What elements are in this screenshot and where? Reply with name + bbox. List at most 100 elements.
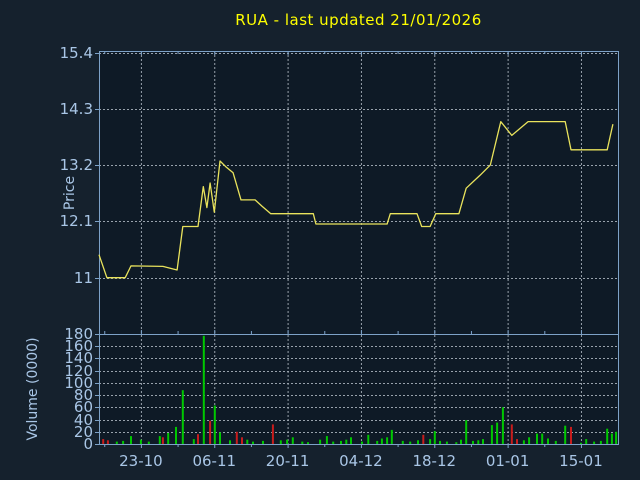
volume-bar	[301, 441, 304, 444]
volume-bar	[477, 440, 480, 444]
volume-bar	[106, 440, 109, 444]
volume-bar	[390, 429, 393, 444]
volume-bar	[147, 441, 150, 444]
volume-bar	[570, 426, 572, 444]
volume-bar	[376, 440, 379, 444]
price-tick-label: 11	[73, 268, 93, 287]
price-tick-label: 13.2	[59, 156, 93, 175]
volume-bar	[528, 437, 531, 444]
volume-bar	[386, 437, 389, 444]
volume-bar	[401, 440, 404, 444]
volume-tick-label: 60	[73, 398, 93, 417]
volume-bar	[229, 440, 231, 444]
volume-bar	[367, 434, 370, 444]
volume-bar	[547, 438, 549, 444]
x-tick-label: 06-11	[192, 452, 237, 470]
volume-bar	[167, 433, 170, 444]
volume-bar	[501, 407, 504, 444]
volume-tick-label: 20	[73, 422, 93, 441]
x-tick-label: 20-11	[265, 452, 310, 470]
price-tick-label: 14.3	[59, 99, 93, 118]
volume-bar	[241, 437, 243, 444]
volume-bar	[350, 437, 352, 444]
volume-bar	[409, 441, 412, 444]
volume-bar	[307, 442, 309, 444]
x-tick-label: 04-12	[339, 452, 383, 470]
chart-title: RUA - last updated 21/01/2026	[235, 11, 482, 29]
volume-bar	[516, 439, 518, 444]
volume-bar	[599, 440, 602, 444]
volume-bar	[291, 437, 294, 444]
x-tick-label: 18-12	[412, 452, 457, 470]
volume-bar	[580, 442, 582, 444]
volume-bar	[271, 424, 274, 444]
volume-bar	[606, 428, 609, 444]
volume-bar	[158, 436, 161, 444]
volume-bar	[197, 434, 199, 444]
volume-bar	[455, 442, 458, 444]
volume-bar	[262, 440, 264, 444]
volume-bar	[319, 439, 322, 444]
volume-bar	[490, 425, 493, 444]
volume-bar	[219, 432, 221, 444]
volume-bar	[202, 335, 205, 444]
volume-bar	[422, 434, 425, 444]
x-tick-label: 01-01	[485, 452, 530, 470]
volume-bar	[102, 439, 105, 444]
volume-tick-label: 80	[73, 386, 93, 405]
plot-background	[99, 51, 618, 444]
volume-bar	[465, 420, 468, 444]
volume-tick-label: 40	[73, 410, 93, 429]
volume-bar	[332, 441, 335, 444]
volume-bar	[361, 441, 363, 444]
volume-bar	[460, 439, 462, 444]
volume-bar	[325, 436, 328, 444]
volume-bar	[286, 439, 289, 444]
price-line	[98, 120, 614, 279]
volume-bar	[192, 439, 195, 444]
volume-bar	[439, 440, 441, 444]
volume-bar	[615, 431, 618, 444]
volume-bar	[213, 405, 216, 444]
volume-bar	[593, 441, 596, 444]
volume-tick-label: 140	[64, 349, 93, 368]
volume-bar	[541, 433, 544, 444]
volume-bar	[175, 426, 177, 444]
volume-bar	[235, 431, 238, 444]
volume-bar	[345, 439, 348, 444]
volume-bar	[610, 433, 613, 444]
volume-bar	[181, 390, 184, 444]
volume-bar	[246, 439, 249, 444]
volume-tick-label: 100	[64, 373, 93, 392]
volume-bar	[417, 440, 419, 444]
price-tick-label: 15.4	[59, 43, 93, 62]
volume-bar	[472, 440, 474, 444]
price-tick-label: 12.1	[59, 212, 93, 231]
volume-pane-border	[99, 334, 619, 445]
volume-bar	[585, 439, 588, 444]
volume-bar	[209, 420, 212, 444]
volume-bar	[496, 422, 499, 444]
volume-tick-label: 180	[64, 325, 93, 343]
volume-bar	[340, 440, 342, 444]
x-tick-label: 15-01	[559, 452, 603, 470]
volume-bar	[161, 437, 164, 444]
volume-bar	[433, 431, 436, 444]
volume-bar	[130, 436, 132, 444]
volume-bar	[279, 440, 282, 444]
volume-tick-label: 160	[64, 337, 93, 356]
volume-bar	[536, 433, 538, 444]
volume-tick-label: 120	[64, 361, 93, 380]
volume-bar	[122, 440, 125, 444]
volume-bar	[139, 439, 142, 444]
volume-bar	[554, 440, 557, 444]
x-tick-label: 23-10	[119, 452, 163, 470]
volume-bar	[429, 439, 432, 444]
volume-bar	[564, 425, 567, 444]
volume-tick-label: 0	[83, 435, 93, 453]
volume-bar	[510, 424, 513, 444]
volume-bar	[482, 439, 484, 444]
volume-bar	[115, 441, 118, 444]
